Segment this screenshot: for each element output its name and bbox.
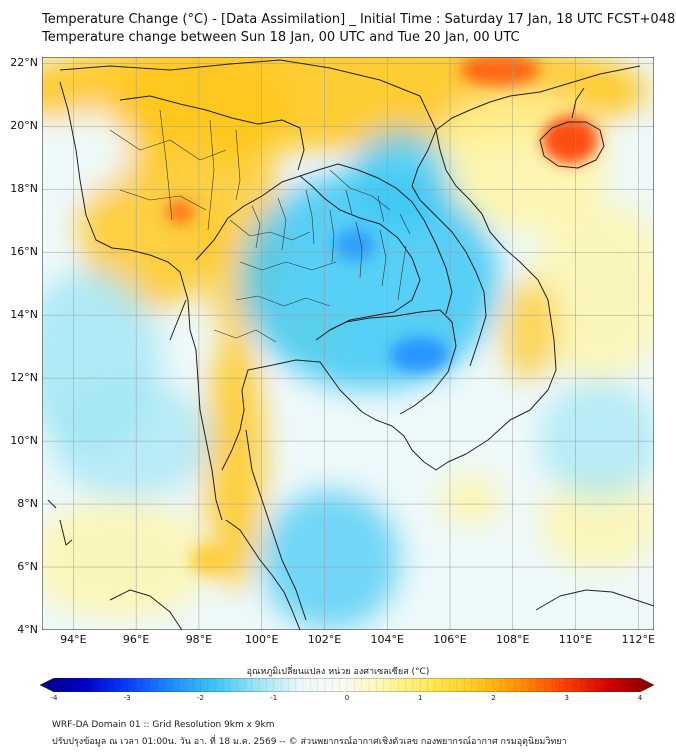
- warm-region-myanmar-west: [80, 150, 220, 310]
- longitude-label: 96°E: [122, 633, 150, 646]
- vietnam-border: [411, 129, 487, 367]
- longitude-label: 94°E: [60, 633, 87, 646]
- cool-region-east: [540, 380, 654, 500]
- warm-region-east: [540, 470, 654, 570]
- warm-region-andaman-south: [42, 500, 210, 620]
- longitude-label: 104°E: [370, 633, 404, 646]
- colorbar-tick-label: -3: [123, 694, 131, 702]
- cool-region-central: [240, 170, 500, 390]
- hot-spot-hainan: [542, 116, 598, 164]
- warm-region-vietnam-coast: [500, 280, 560, 380]
- myanmar-east-border: [119, 95, 305, 171]
- warm-region-south-china-sea: [530, 200, 654, 380]
- colorbar-tick-label: 0: [344, 694, 350, 702]
- borneo-coast: [535, 589, 654, 611]
- hot-spot-guangxi: [460, 57, 540, 86]
- latitude-label: 16°N: [10, 245, 38, 259]
- cambodia-border: [329, 309, 457, 415]
- hainan-island: [539, 121, 605, 169]
- latitude-label: 12°N: [10, 371, 38, 385]
- coastline-south-china: [435, 65, 641, 131]
- colorbar-title: อุณหภูมิเปลี่ยนแปลง หน่วย องศาเซลเซียส (…: [246, 667, 430, 677]
- provinces-myanmar: [109, 109, 241, 231]
- coastline-andaman: [47, 299, 187, 546]
- colorbar-tick-label: 3: [564, 694, 569, 702]
- latitude-label: 18°N: [10, 182, 38, 196]
- cold-spot-isan: [335, 229, 375, 261]
- colorbar-tick-label: -2: [197, 694, 204, 702]
- warm-spot-south: [190, 544, 230, 576]
- malay-peninsula-east: [245, 429, 307, 621]
- longitude-label: 108°E: [496, 633, 530, 646]
- longitude-label: 102°E: [307, 633, 342, 646]
- latitude-label: 4°N: [17, 623, 38, 636]
- latitude-label: 8°N: [17, 497, 38, 511]
- latitude-label: 6°N: [17, 560, 38, 574]
- colorbar-tick-label: 4: [637, 694, 643, 702]
- neutral-region-northwest: [50, 110, 130, 190]
- longitude-label: 98°E: [185, 633, 213, 646]
- latitude-label: 10°N: [10, 434, 38, 448]
- cold-spot-cambodia: [390, 337, 450, 373]
- laos-border: [299, 163, 453, 315]
- footer-model-info: WRF-DA Domain 01 :: Grid Resolution 9km …: [52, 720, 275, 730]
- leizhou-peninsula: [571, 87, 585, 119]
- colorbar: [40, 678, 654, 692]
- latitude-label: 22°N: [10, 56, 38, 70]
- footer-credit: ปรับปรุงข้อมูล ณ เวลา 01:00น. วัน อา. ที…: [52, 737, 567, 747]
- chart-subtitle: Temperature change between Sun 18 Jan, 0…: [42, 30, 520, 45]
- provinces-laos: [329, 169, 411, 235]
- colorbar-tick-label: 2: [491, 694, 496, 702]
- provinces-thailand: [213, 189, 407, 343]
- longitude-label: 100°E: [244, 633, 279, 646]
- temperature-change-map: [42, 57, 654, 630]
- longitude-label: 106°E: [433, 633, 467, 646]
- hot-spot-myanmar: [166, 200, 194, 224]
- colorbar-tick-label: -1: [270, 694, 278, 702]
- longitude-label: 112°E: [621, 633, 656, 646]
- cool-region-andaman-south: [50, 380, 210, 500]
- coastline-gulf-east: [221, 129, 557, 471]
- latitude-label: 14°N: [10, 308, 38, 322]
- thailand-border: [195, 175, 421, 341]
- chart-title: Temperature Change (°C) - [Data Assimila…: [42, 12, 676, 27]
- longitude-label: 110°E: [558, 633, 593, 646]
- colorbar-tick-label: 1: [418, 694, 423, 702]
- sumatra-coast: [109, 589, 183, 630]
- coastline-myanmar-west: [59, 81, 223, 521]
- coastline-gulf-of-thailand: [225, 519, 301, 630]
- warm-region-gulf-south: [440, 475, 500, 525]
- warm-region-malay-peninsula: [205, 330, 265, 590]
- latitude-label: 20°N: [10, 119, 38, 133]
- colorbar-tick-label: -4: [50, 694, 58, 702]
- cool-region-south: [260, 490, 400, 630]
- china-border: [59, 59, 437, 131]
- colorbar-gradient: [40, 678, 654, 692]
